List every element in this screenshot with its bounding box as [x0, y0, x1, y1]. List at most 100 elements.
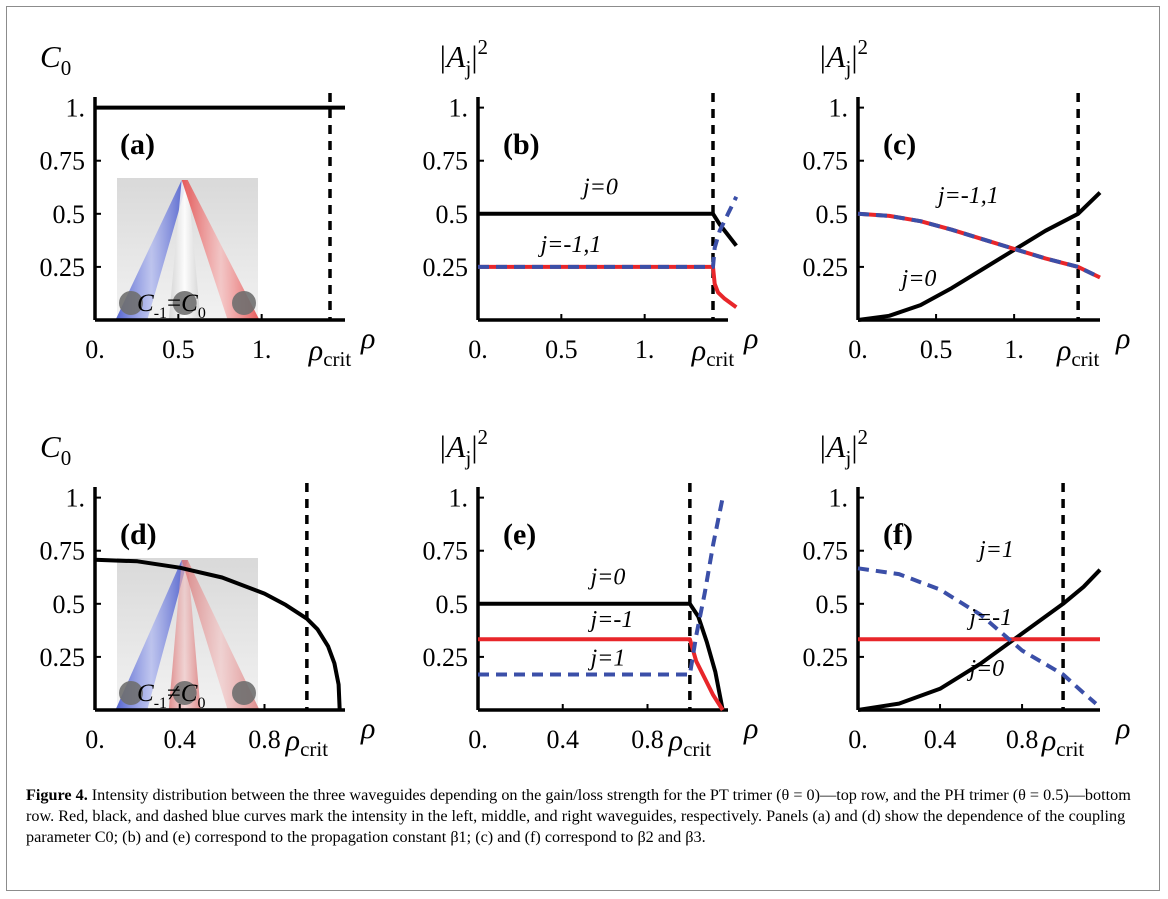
x-tick-label: 0.8	[631, 725, 664, 754]
x-tick-label: 0.5	[545, 335, 578, 364]
y-tick-label: 0.25	[803, 643, 849, 672]
curve-label: j=0	[580, 175, 618, 201]
y-tick-label: 0.5	[53, 590, 86, 619]
x-tick-label: 0.	[848, 725, 868, 754]
series-right	[857, 566, 1098, 706]
y-tick-label: 0.75	[803, 537, 849, 566]
x-tick-label: 0.5	[162, 335, 195, 364]
y-tick-label: 1.	[66, 484, 86, 513]
waveguide-beam	[181, 180, 260, 321]
x-axis-symbol: ρ	[1115, 712, 1130, 745]
y-tick-label: 1.	[829, 94, 849, 123]
series-middle	[857, 568, 1102, 712]
y-axis-title: C0	[40, 429, 71, 470]
y-tick-label: 1.	[449, 94, 469, 123]
y-axis-title: |Aj|2	[818, 425, 868, 470]
y-tick-label: 0.75	[803, 147, 849, 176]
waveguide-end	[172, 681, 197, 705]
waveguide-beam	[115, 180, 188, 321]
waveguide-beam	[168, 560, 201, 711]
curve-label: j=1	[976, 537, 1014, 563]
x-axis-symbol: ρ	[743, 712, 758, 745]
y-tick-label: 0.5	[436, 590, 469, 619]
waveguide-end	[232, 291, 256, 315]
x-tick-label: 0.4	[163, 725, 196, 754]
figure-frame	[6, 6, 1160, 891]
x-tick-label: 1.	[635, 335, 655, 364]
y-tick-label: 0.75	[423, 147, 469, 176]
waveguide-inset: C-1=C0	[115, 178, 260, 322]
y-tick-label: 0.25	[423, 643, 469, 672]
waveguide-end	[172, 291, 197, 315]
series-right	[478, 497, 725, 677]
curve-label: j=-1,1	[935, 183, 999, 209]
x-axis-symbol: ρ	[360, 322, 375, 355]
x-tick-label: 0.	[468, 335, 488, 364]
inset-coupling-label: C-1≠C0	[137, 680, 205, 712]
y-axis-title: |Aj|2	[438, 425, 488, 470]
x-tick-label: 0.4	[546, 725, 579, 754]
y-tick-label: 0.75	[423, 537, 469, 566]
y-tick-label: 0.5	[436, 200, 469, 229]
x-tick-label: 0.	[85, 335, 105, 364]
caption-text: Intensity distribution between the three…	[26, 786, 1131, 846]
series-middle	[857, 191, 1102, 322]
curve-label: j=0	[899, 266, 937, 292]
y-tick-label: 0.75	[40, 147, 86, 176]
y-tick-label: 0.25	[40, 253, 86, 282]
panel-label: (d)	[120, 518, 157, 551]
x-axis-symbol: ρ	[1115, 322, 1130, 355]
critical-label: ρcrit	[285, 724, 329, 761]
x-tick-label: 1.	[252, 335, 272, 364]
y-tick-label: 0.5	[816, 590, 849, 619]
panel-label: (c)	[883, 128, 916, 161]
y-axis-title: |Aj|2	[438, 35, 488, 80]
panel-label: (f)	[883, 518, 913, 551]
y-tick-label: 0.25	[40, 643, 86, 672]
y-tick-label: 1.	[66, 94, 86, 123]
x-tick-label: 0.	[85, 725, 105, 754]
y-tick-label: 0.5	[816, 200, 849, 229]
series-left	[478, 637, 725, 712]
critical-label: ρcrit	[308, 334, 352, 371]
y-tick-label: 0.25	[423, 253, 469, 282]
waveguide-inset: C-1≠C0	[115, 558, 260, 712]
waveguide-beam	[115, 560, 188, 711]
x-axis-symbol: ρ	[743, 322, 758, 355]
series-right	[857, 211, 1101, 280]
x-tick-label: 0.	[848, 335, 868, 364]
inset-coupling-label: C-1=C0	[137, 290, 206, 322]
y-tick-label: 0.75	[40, 537, 86, 566]
panel-label: (a)	[120, 128, 155, 161]
critical-label: ρcrit	[691, 334, 735, 371]
x-tick-label: 0.	[468, 725, 488, 754]
x-tick-label: 0.4	[924, 725, 957, 754]
y-tick-label: 0.25	[803, 253, 849, 282]
series-middle	[478, 601, 725, 711]
y-axis-title: |Aj|2	[818, 35, 868, 80]
y-tick-label: 0.5	[53, 200, 86, 229]
curve-label: j=-1,1	[538, 232, 602, 258]
x-tick-label: 0.8	[248, 725, 281, 754]
curve-label: j=0	[966, 656, 1004, 682]
waveguide-beam	[168, 180, 201, 321]
critical-label: ρcrit	[1056, 334, 1100, 371]
series-left	[478, 264, 738, 309]
waveguide-beam	[181, 560, 260, 711]
panel-label: (e)	[503, 518, 536, 551]
curve-label: j=-1	[588, 607, 634, 633]
critical-label: ρcrit	[1041, 724, 1085, 761]
figure-caption: Figure 4. Intensity distribution between…	[26, 785, 1146, 848]
y-tick-label: 1.	[449, 484, 469, 513]
panel-label: (b)	[503, 128, 540, 161]
curve-label: j=0	[588, 565, 626, 591]
critical-label: ρcrit	[668, 724, 712, 761]
caption-label: Figure 4.	[26, 786, 88, 804]
x-tick-label: 0.8	[1006, 725, 1039, 754]
